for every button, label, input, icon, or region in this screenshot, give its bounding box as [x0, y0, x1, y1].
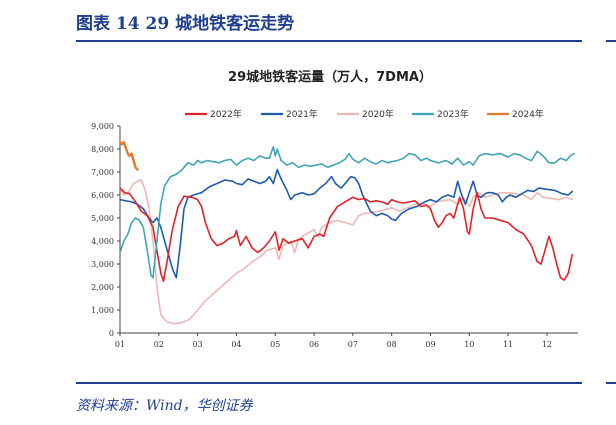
series-line-2022年 [119, 187, 573, 283]
header-rule [76, 40, 582, 42]
y-tick-label: 9,000 [91, 122, 114, 131]
y-tick-label: 5,000 [91, 214, 114, 223]
x-tick-label: 09 [425, 340, 435, 349]
adjacent-footer-rule [606, 382, 616, 384]
x-tick-label: 12 [542, 340, 552, 349]
x-tick-label: 08 [387, 340, 397, 349]
legend-label: 2024年 [512, 108, 544, 120]
chart-legend: 2022年 2021年 2020年 2023年 2024年 [185, 108, 544, 120]
x-tick-label: 10 [464, 340, 474, 349]
x-tick-label: 05 [270, 340, 280, 349]
chart-title: 29城地铁客运量（万人，7DMA） [228, 69, 432, 85]
footer-rule [76, 382, 582, 384]
series-line-2023年 [119, 145, 575, 279]
y-tick-label: 7,000 [91, 168, 114, 177]
series-line-2020年 [119, 179, 573, 325]
x-tick-label: 07 [348, 340, 358, 349]
series-line-2024年 [118, 140, 139, 171]
y-tick-label: 4,000 [91, 237, 114, 246]
legend-label: 2023年 [437, 108, 469, 120]
figure-title: 图表 14 29 城地铁客运走势 [76, 14, 295, 34]
adjacent-header-rule [606, 40, 616, 42]
y-tick-label: 1,000 [91, 306, 114, 315]
figure-header: 图表 14 29 城地铁客运走势 [0, 0, 616, 44]
y-axis: 0 1,000 2,000 3,000 4,000 5,000 6,000 7,000 8,00… [91, 122, 121, 338]
legend-label: 2021年 [286, 108, 318, 120]
y-tick-label: 3,000 [91, 260, 114, 269]
adjacent-figure-fragment [606, 10, 616, 40]
x-tick-label: 01 [115, 340, 125, 349]
source-note: 资料来源：Wind，华创证券 [76, 398, 253, 414]
y-tick-label: 2,000 [91, 283, 114, 292]
x-tick-label: 11 [503, 340, 513, 349]
x-tick-label: 03 [193, 340, 203, 349]
series-lines [118, 140, 575, 325]
x-axis: 01 02 03 04 05 06 07 08 09 10 11 12 [115, 332, 578, 349]
y-tick-label: 6,000 [91, 191, 114, 200]
x-tick-label: 04 [231, 340, 241, 349]
y-tick-label: 8,000 [91, 145, 114, 154]
x-tick-label: 02 [154, 340, 164, 349]
legend-label: 2022年 [210, 108, 242, 120]
y-tick-label: 0 [109, 329, 114, 338]
series-line-2021年 [119, 168, 573, 279]
legend-label: 2020年 [362, 108, 394, 120]
x-tick-label: 06 [309, 340, 319, 349]
